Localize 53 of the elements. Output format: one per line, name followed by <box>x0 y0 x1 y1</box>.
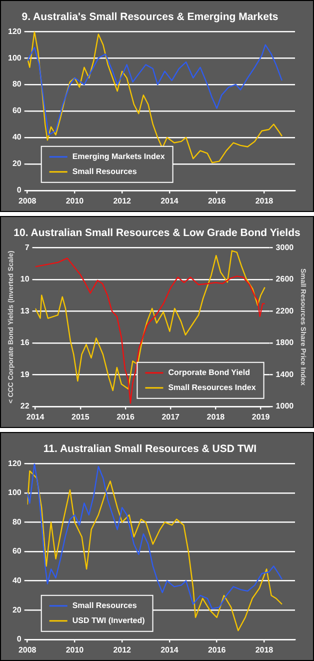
x-tick-label: 2014 <box>160 196 179 206</box>
legend-label: Corporate Bond Yield <box>168 368 250 378</box>
x-tick-label: 2010 <box>66 645 84 654</box>
y-tick-label: 10 <box>20 274 30 284</box>
x-tick-label: 2017 <box>162 412 180 422</box>
x-tick-label: 2010 <box>66 196 84 206</box>
y2-tick-label: 1400 <box>276 370 294 379</box>
y2-tick-label: 3000 <box>276 242 294 252</box>
chart-title: 11. Australian Small Resources & USD TWI <box>43 443 257 456</box>
y-tick-label: 60 <box>12 546 22 556</box>
y-tick-label: 60 <box>12 106 22 116</box>
y-tick-label: 100 <box>8 53 22 62</box>
legend-label: Small Resources <box>72 601 138 610</box>
legend-label: USD TWI (Inverted) <box>72 616 146 626</box>
legend-label: Small Resources <box>72 167 138 176</box>
y2-tick-label: 2200 <box>276 306 294 316</box>
chart-title: 9. Australia's Small Resources & Emerging Markets <box>22 11 278 24</box>
x-tick-label: 2014 <box>26 412 45 422</box>
y2-tick-label: 2600 <box>276 274 294 284</box>
x-tick-label: 2008 <box>18 645 37 654</box>
x-tick-label: 2014 <box>160 645 179 654</box>
y-tick-label: 22 <box>20 402 30 411</box>
y2-tick-label: 1000 <box>276 402 294 411</box>
y-tick-label: 120 <box>8 26 22 36</box>
x-tick-label: 2018 <box>206 412 226 422</box>
y-tick-label: 20 <box>12 605 22 614</box>
y-tick-label: 7 <box>24 242 30 252</box>
y-tick-label: 80 <box>12 80 22 89</box>
y-tick-label: 20 <box>12 159 22 168</box>
x-tick-label: 2018 <box>255 196 274 206</box>
y-tick-label: 0 <box>16 186 22 195</box>
x-tick-label: 2015 <box>71 412 90 422</box>
x-tick-label: 2016 <box>208 196 226 206</box>
x-tick-label: 2016 <box>116 412 135 422</box>
y-tick-label: 40 <box>12 576 22 586</box>
y-tick-label: 0 <box>16 634 22 644</box>
x-tick-label: 2012 <box>113 645 132 654</box>
y-tick-label: 19 <box>20 370 30 379</box>
x-tick-label: 2018 <box>255 645 274 654</box>
y-tick-label: 80 <box>12 517 22 526</box>
y2-tick-label: 1800 <box>276 338 294 348</box>
x-tick-label: 2012 <box>113 196 132 206</box>
x-tick-label: 2019 <box>252 412 270 422</box>
chart-title: 10. Australian Small Resources & Low Grade Bond Yields <box>14 227 301 240</box>
y-tick-label: 100 <box>8 488 22 498</box>
y-tick-label: 120 <box>8 458 22 468</box>
y-tick-label: 13 <box>20 306 30 316</box>
x-tick-label: 2016 <box>208 645 226 654</box>
y-tick-label: 16 <box>20 338 30 348</box>
x-tick-label: 2008 <box>18 196 37 206</box>
legend-label: Emerging Markets Index <box>72 152 166 162</box>
y-tick-label: 40 <box>12 132 22 142</box>
legend-label: Small Resources Index <box>168 383 256 392</box>
